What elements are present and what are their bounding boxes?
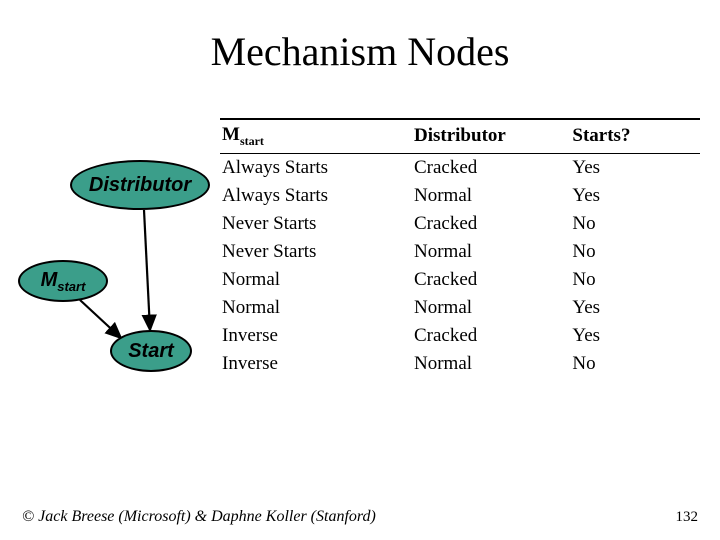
- col-starts: Starts?: [570, 119, 700, 153]
- table-row: Never StartsNormalNo: [220, 238, 700, 266]
- col-mstart: Mstart: [220, 119, 412, 153]
- table-row: Always StartsNormalYes: [220, 182, 700, 210]
- table-cell: Normal: [412, 182, 570, 210]
- table-row: NormalNormalYes: [220, 294, 700, 322]
- table-cell: Cracked: [412, 210, 570, 238]
- table-header-row: Mstart Distributor Starts?: [220, 119, 700, 153]
- node-distributor: Distributor: [70, 160, 210, 210]
- table-row: InverseCrackedYes: [220, 322, 700, 350]
- table-cell: Cracked: [412, 322, 570, 350]
- col-distributor: Distributor: [412, 119, 570, 153]
- table-body: Always StartsCrackedYesAlways StartsNorm…: [220, 153, 700, 378]
- page-number: 132: [676, 509, 699, 526]
- table-row: InverseNormalNo: [220, 350, 700, 378]
- node-start: Start: [110, 330, 192, 372]
- table-cell: Always Starts: [220, 153, 412, 182]
- node-label: Distributor: [89, 174, 191, 197]
- copyright-text: © Jack Breese (Microsoft) & Daphne Kolle…: [22, 508, 376, 525]
- table-cell: Normal: [412, 238, 570, 266]
- table-cell: Normal: [220, 294, 412, 322]
- table-cell: Never Starts: [220, 210, 412, 238]
- edge-distributor-start: [144, 210, 150, 330]
- table-cell: No: [570, 266, 700, 294]
- table-cell: No: [570, 210, 700, 238]
- slide-title: Mechanism Nodes: [0, 28, 720, 75]
- table-cell: Always Starts: [220, 182, 412, 210]
- table-cell: Normal: [412, 294, 570, 322]
- table-cell: Normal: [220, 266, 412, 294]
- slide-footer: © Jack Breese (Microsoft) & Daphne Kolle…: [22, 508, 698, 526]
- node-label: Mstart: [41, 269, 86, 294]
- table-cell: Cracked: [412, 266, 570, 294]
- table-cell: Never Starts: [220, 238, 412, 266]
- table-cell: Yes: [570, 294, 700, 322]
- mechanism-diagram: Distributor Mstart Start: [18, 150, 218, 410]
- table-cell: No: [570, 350, 700, 378]
- table-row: Always StartsCrackedYes: [220, 153, 700, 182]
- table-cell: Yes: [570, 322, 700, 350]
- table-cell: Inverse: [220, 350, 412, 378]
- table-cell: No: [570, 238, 700, 266]
- table-cell: Yes: [570, 182, 700, 210]
- table-cell: Inverse: [220, 322, 412, 350]
- table-cell: Yes: [570, 153, 700, 182]
- table-row: NormalCrackedNo: [220, 266, 700, 294]
- edge-mstart-start: [80, 300, 121, 338]
- table-cell: Normal: [412, 350, 570, 378]
- node-mstart: Mstart: [18, 260, 108, 302]
- table-cell: Cracked: [412, 153, 570, 182]
- table-row: Never StartsCrackedNo: [220, 210, 700, 238]
- mechanism-table: Mstart Distributor Starts? Always Starts…: [220, 118, 700, 378]
- node-label: Start: [128, 340, 174, 363]
- truth-table: Mstart Distributor Starts? Always Starts…: [220, 118, 700, 378]
